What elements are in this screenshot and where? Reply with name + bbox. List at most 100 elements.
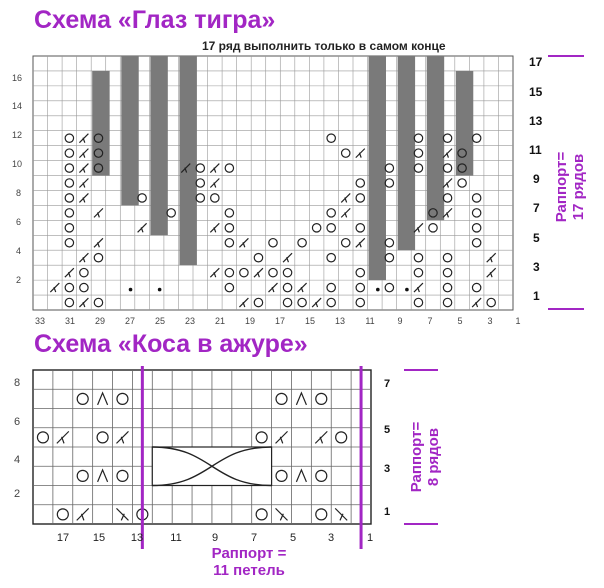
decrease-symbol (314, 430, 328, 444)
yarn-over-symbol (326, 282, 336, 293)
column-number: 25 (154, 316, 165, 326)
decrease-symbol (275, 430, 288, 444)
decrease-symbol (93, 237, 104, 248)
yarn-over-symbol (413, 133, 424, 143)
yarn-over-symbol (282, 267, 293, 278)
yarn-over-symbol (224, 223, 235, 233)
yarn-over-symbol (93, 133, 104, 143)
yarn-over-symbol (166, 208, 176, 218)
yarn-over-symbol (442, 133, 453, 143)
row-number: 5 (384, 424, 391, 436)
yarn-over-symbol (64, 223, 75, 233)
column-number: 3 (327, 532, 335, 544)
yarn-over-symbol (239, 267, 249, 278)
yarn-over-symbol (355, 282, 366, 293)
row-number: 13 (529, 114, 543, 128)
stitch-repeat-label: Раппорт = 11 петель (184, 545, 314, 579)
column-number: 11 (365, 316, 375, 326)
decrease-symbol (78, 193, 89, 203)
column-number: 23 (184, 316, 195, 326)
yarn-over-symbol (326, 208, 336, 218)
decrease-symbol (238, 297, 249, 308)
yarn-over-symbol (355, 223, 366, 233)
yarn-over-symbol (64, 282, 75, 293)
decrease-symbol (268, 282, 278, 293)
yarn-over-symbol (275, 392, 288, 405)
yarn-over-symbol (137, 193, 147, 203)
yarn-over-symbol (268, 267, 278, 278)
repeat-label-line: Раппорт= (553, 151, 570, 223)
repeat-label-line: Раппорт= (408, 421, 425, 493)
row-number: 2 (16, 275, 22, 285)
yarn-over-symbol (315, 392, 328, 405)
decrease-symbol (209, 178, 220, 188)
row-number: 2 (14, 488, 21, 500)
row-number: 16 (12, 73, 23, 83)
row-number: 11 (529, 143, 542, 157)
row-number: 8 (14, 377, 21, 389)
row-number: 7 (384, 378, 391, 390)
yarn-over-symbol (486, 297, 496, 308)
decrease-symbol (78, 133, 89, 144)
column-number: 1 (366, 532, 374, 544)
yarn-over-symbol (79, 267, 89, 278)
decrease-symbol (413, 222, 424, 233)
yarn-over-symbol (315, 469, 328, 482)
row-number: 4 (14, 454, 21, 466)
column-number: 11 (170, 532, 182, 544)
row-17-note: 17 ряд выполнить только в самом конце (202, 39, 446, 53)
row-number: 14 (12, 101, 23, 111)
no-stitch-block (121, 56, 139, 206)
yarn-over-symbol (93, 297, 104, 308)
no-stitch-block (92, 70, 110, 176)
row-repeat-label: Раппорт= 8 рядов (408, 402, 442, 512)
yarn-over-symbol (56, 508, 69, 521)
column-number: 29 (94, 316, 105, 326)
decrease-symbol (78, 163, 89, 173)
yarn-over-symbol (384, 282, 395, 293)
column-number: 13 (334, 316, 345, 326)
decrease-symbol (442, 148, 453, 159)
row-number: 5 (533, 231, 540, 245)
yarn-over-symbol (442, 297, 453, 308)
dot-symbol (376, 287, 380, 292)
yarn-over-symbol (224, 282, 235, 293)
yarn-over-symbol (442, 252, 453, 263)
column-number: 17 (56, 532, 70, 544)
yarn-over-symbol (64, 178, 75, 188)
yarn-over-symbol (442, 163, 453, 173)
yarn-over-symbol (116, 392, 129, 405)
yarn-over-symbol (335, 431, 348, 444)
yarn-over-symbol (326, 133, 336, 143)
yarn-over-symbol (384, 237, 395, 248)
column-number: 31 (64, 316, 75, 326)
decrease-symbol (116, 430, 129, 444)
yarn-over-symbol (64, 163, 75, 173)
decrease-symbol (49, 282, 60, 293)
double-decrease-symbol (295, 391, 307, 406)
yarn-over-symbol (275, 469, 288, 482)
decrease-symbol (486, 252, 497, 263)
row-number: 6 (14, 416, 21, 428)
row-number: 7 (533, 201, 540, 215)
cable-cross-line (152, 446, 272, 487)
decrease-symbol (253, 267, 264, 278)
yarn-over-symbol (282, 282, 293, 293)
yarn-over-symbol (116, 469, 129, 482)
yarn-over-symbol (64, 237, 75, 248)
repeat-label-line: 11 петель (213, 562, 285, 579)
yarn-over-symbol (36, 431, 50, 444)
decrease-symbol (137, 222, 148, 233)
yarn-over-symbol (413, 252, 424, 263)
yarn-over-symbol (413, 297, 424, 308)
column-number: 13 (130, 532, 144, 544)
no-stitch-block (397, 56, 416, 251)
yarn-over-symbol (340, 237, 351, 248)
yarn-over-symbol (442, 193, 453, 203)
column-number: 1 (515, 316, 521, 326)
double-decrease-symbol (295, 468, 307, 483)
decrease-symbol (56, 430, 70, 444)
dot-symbol (128, 287, 133, 292)
yarn-over-symbol (326, 223, 336, 233)
